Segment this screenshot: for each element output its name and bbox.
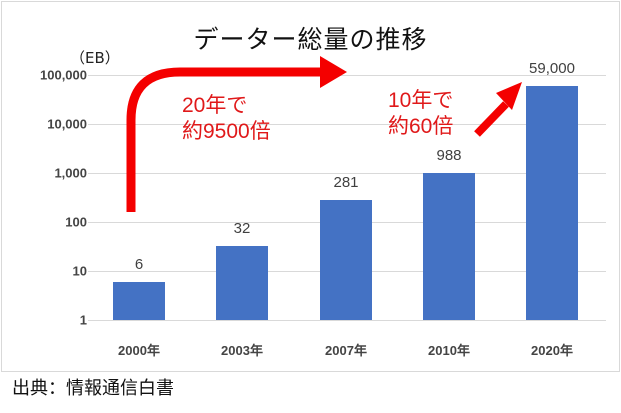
x-axis-baseline xyxy=(88,320,606,321)
bar-value-label: 988 xyxy=(436,147,462,165)
annotation-10-years: 10年で 約60倍 xyxy=(388,88,453,140)
source-caption: 出典：情報通信白書 xyxy=(12,378,174,399)
annotation-line: 20年で xyxy=(182,94,248,117)
gridline xyxy=(88,173,606,174)
y-tick: 1 xyxy=(79,312,87,328)
annotation-line: 10年で xyxy=(388,89,454,112)
annotation-line: 約9500倍 xyxy=(182,120,271,143)
diagonal-arrow-icon xyxy=(474,101,509,137)
gridline xyxy=(88,124,606,125)
y-tick: 100,000 xyxy=(40,67,87,83)
x-tick: 2020年 xyxy=(531,343,573,358)
annotation-20-years: 20年で 約9500倍 xyxy=(182,93,271,145)
bar-value-label: 32 xyxy=(233,220,251,238)
x-tick: 2007年 xyxy=(325,343,367,358)
arrow-head-icon xyxy=(496,82,522,110)
chart-title: データー総量の推移 xyxy=(193,25,428,54)
y-axis-unit: （EB） xyxy=(70,49,120,67)
y-tick: 10,000 xyxy=(47,116,87,132)
bar-value-label: 281 xyxy=(333,174,359,191)
chart-frame xyxy=(1,1,620,372)
bar-2020 xyxy=(526,86,578,320)
annotation-line: 約60倍 xyxy=(388,115,454,138)
x-tick: 2000年 xyxy=(118,343,160,358)
x-tick: 2010年 xyxy=(428,343,470,358)
x-tick: 2003年 xyxy=(221,343,263,358)
bar-value-label: 59,000 xyxy=(529,60,575,78)
bar-2007 xyxy=(320,200,372,320)
bar-value-label: 6 xyxy=(134,255,144,273)
curved-arrow-icon xyxy=(126,67,322,212)
y-tick: 10 xyxy=(72,263,87,279)
bar-2000 xyxy=(113,281,165,320)
bar-2010 xyxy=(423,173,475,320)
gridline xyxy=(88,75,606,76)
y-tick: 1,000 xyxy=(54,165,87,181)
arrow-head-icon xyxy=(320,56,347,88)
y-tick: 100 xyxy=(65,214,87,230)
bar-2003 xyxy=(216,246,268,320)
